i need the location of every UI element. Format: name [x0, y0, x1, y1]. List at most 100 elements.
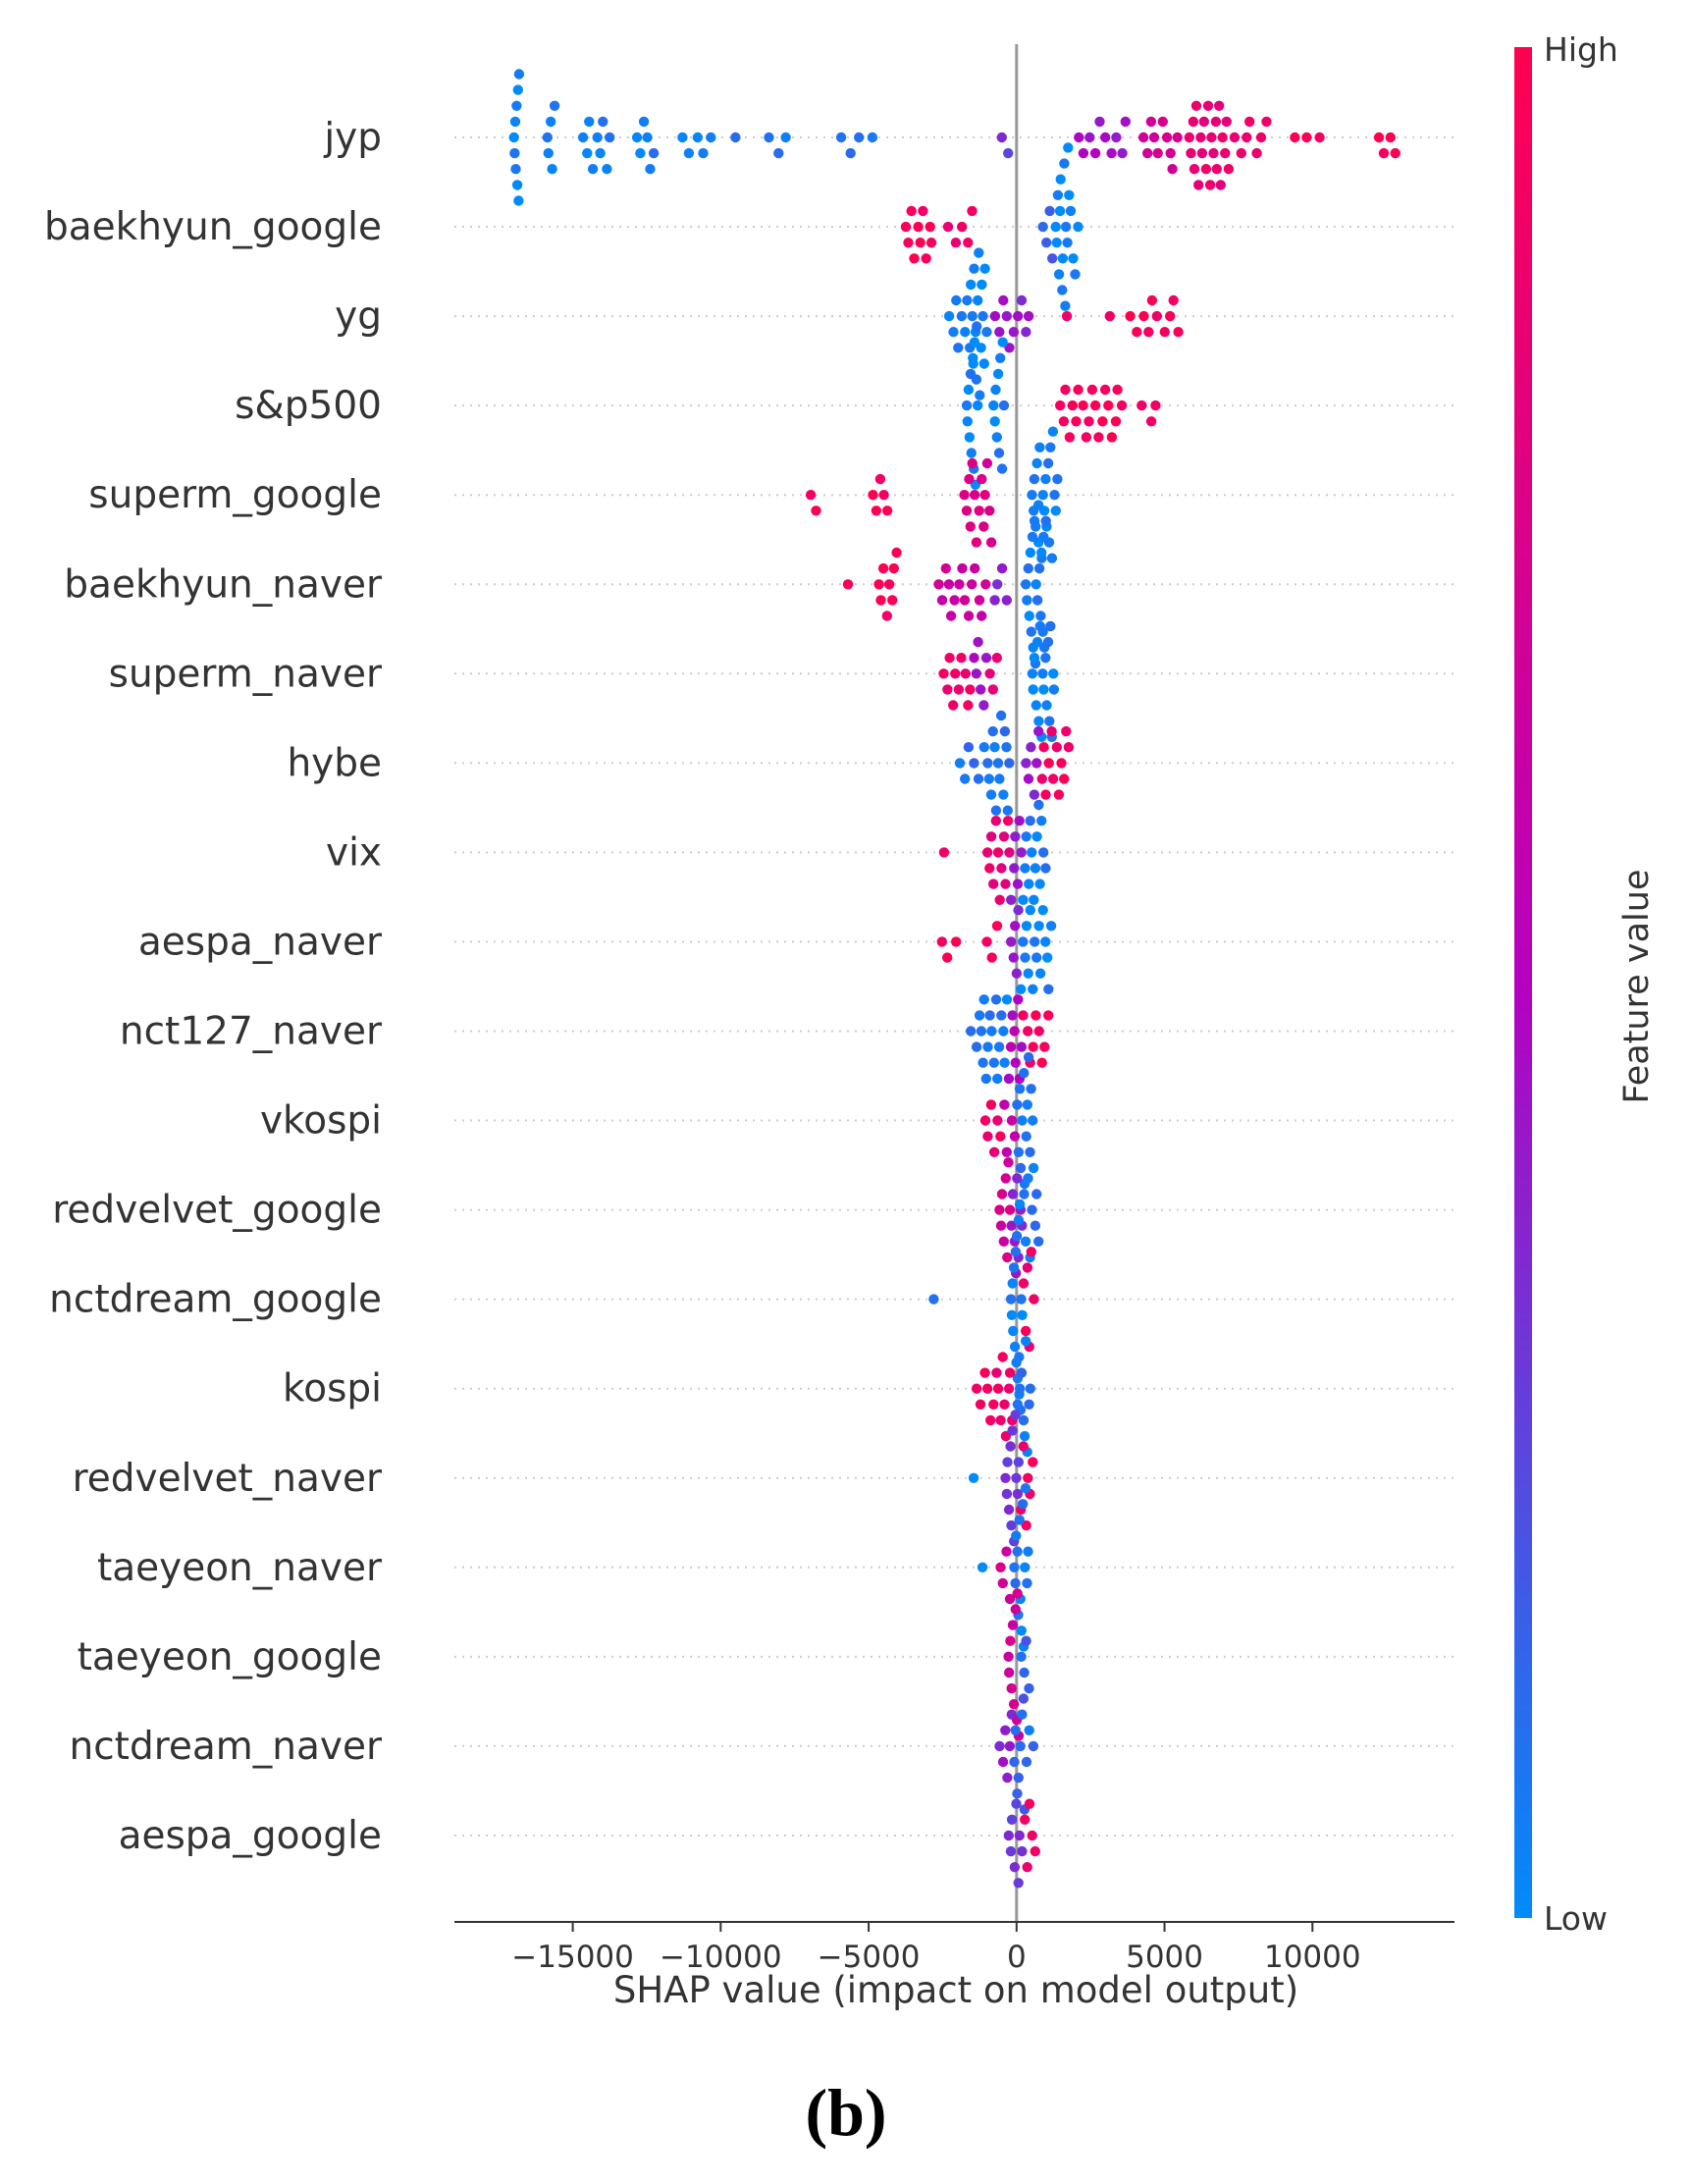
shap-point	[1002, 1457, 1013, 1467]
shap-point	[549, 100, 560, 112]
shap-point	[683, 147, 695, 159]
shap-point	[1021, 1336, 1031, 1347]
shap-point	[1172, 132, 1183, 143]
shap-point	[1040, 515, 1051, 526]
shap-point	[945, 611, 957, 621]
shap-point	[887, 595, 898, 606]
shap-point	[984, 863, 995, 874]
shap-point	[1078, 147, 1089, 159]
shap-point	[975, 390, 985, 400]
shap-point	[925, 221, 935, 233]
shap-point	[1229, 132, 1241, 143]
shap-point	[1018, 936, 1029, 947]
shap-point	[1021, 1635, 1031, 1646]
shap-point	[845, 147, 856, 159]
shap-point	[1136, 400, 1147, 411]
shap-point	[1137, 132, 1149, 143]
shap-point	[1007, 1425, 1018, 1436]
shap-point	[1100, 132, 1111, 143]
shap-point	[976, 1026, 987, 1037]
shap-point	[1018, 894, 1029, 905]
shap-point	[1014, 1084, 1026, 1094]
shap-point	[971, 537, 982, 548]
shap-point	[1037, 668, 1048, 679]
shap-point	[980, 1073, 991, 1085]
shap-point	[992, 1073, 1003, 1085]
shap-point	[1023, 968, 1033, 979]
shap-point	[983, 773, 994, 784]
shap-point	[1301, 132, 1312, 143]
shap-point	[1048, 668, 1059, 679]
shap-point	[990, 805, 1002, 816]
shap-point	[1255, 132, 1267, 143]
shap-point	[1004, 758, 1015, 769]
shap-point	[966, 1026, 977, 1037]
shap-point	[1017, 1845, 1028, 1857]
shap-point	[1148, 132, 1160, 143]
shap-point	[962, 416, 973, 427]
shap-point	[997, 337, 1008, 347]
feature-label: nctdream_naver	[70, 1725, 383, 1769]
shap-point	[1022, 595, 1032, 606]
shap-point	[1188, 116, 1199, 128]
shap-point	[1120, 116, 1132, 128]
shap-point	[1008, 1262, 1020, 1273]
shap-point	[985, 789, 997, 800]
shap-point	[974, 247, 984, 258]
shap-point	[1011, 1530, 1022, 1541]
shap-point	[990, 384, 1001, 396]
shap-point	[1025, 547, 1036, 559]
shap-point	[981, 327, 992, 338]
shap-point	[954, 579, 965, 590]
shap-point	[1020, 1483, 1031, 1494]
shap-point	[1017, 1309, 1028, 1321]
shap-point	[1036, 547, 1047, 559]
shap-point	[1003, 1667, 1015, 1678]
shap-point	[1215, 180, 1227, 190]
shap-point	[1044, 205, 1055, 217]
shap-point	[1043, 758, 1054, 769]
shap-point	[1014, 1199, 1026, 1210]
shap-point	[508, 132, 519, 143]
shap-point	[1027, 847, 1037, 858]
shap-point	[994, 1204, 1005, 1215]
shap-point	[1021, 831, 1031, 842]
shap-point	[1018, 1441, 1030, 1452]
shap-point	[1073, 221, 1083, 233]
shap-point	[1041, 700, 1052, 711]
shap-point	[1040, 789, 1051, 800]
shap-point	[1081, 432, 1092, 443]
shap-point	[933, 579, 944, 590]
shap-point	[547, 164, 557, 175]
shap-point	[956, 310, 968, 322]
shap-point	[773, 147, 784, 159]
x-tick-label: −5000	[818, 1940, 921, 1975]
shap-point	[974, 1010, 985, 1021]
shap-point	[1040, 473, 1051, 485]
shap-point	[1007, 1010, 1018, 1021]
shap-point	[1018, 1414, 1030, 1426]
shap-point	[979, 263, 990, 274]
shap-point	[1020, 952, 1030, 963]
shap-point	[976, 684, 986, 695]
feature-label: taeyeon_google	[78, 1635, 382, 1679]
shap-point	[997, 1756, 1009, 1768]
shap-point	[1056, 758, 1067, 769]
shap-point	[1035, 611, 1046, 621]
shap-point	[1061, 310, 1073, 322]
shap-point	[979, 1115, 991, 1126]
shap-point	[1031, 758, 1042, 769]
shap-point	[1011, 1231, 1023, 1242]
shap-point	[997, 1577, 1008, 1589]
shap-point	[964, 432, 976, 443]
shap-point	[1184, 132, 1195, 143]
shap-point	[1052, 189, 1064, 200]
shap-point	[1195, 132, 1206, 143]
shap-point	[1002, 816, 1014, 826]
shap-point	[1028, 684, 1038, 695]
shap-point	[978, 742, 989, 753]
shap-point	[1110, 416, 1122, 427]
shap-point	[1116, 400, 1128, 411]
shap-point	[1024, 1725, 1034, 1736]
